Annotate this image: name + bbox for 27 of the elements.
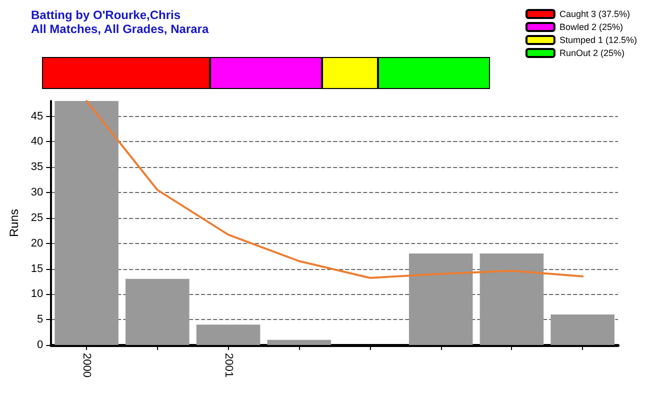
y-tick-label: 15 [30, 262, 44, 275]
bar [480, 254, 544, 345]
x-tick-label: 2000 [80, 353, 93, 378]
bar [550, 314, 614, 345]
legend-label: Bowled 2 (25%) [559, 22, 624, 32]
bar [54, 101, 118, 345]
line-series [86, 100, 584, 279]
y-axis-title: Runs [7, 208, 21, 238]
y-tick-label: 10 [30, 288, 44, 300]
bar [196, 324, 260, 345]
bar [126, 278, 190, 345]
legend-label: Caught 3 (37.5%) [559, 9, 630, 19]
chart-title: Batting by O'Rourke,Chris [31, 8, 181, 22]
chart-subtitle: All Matches, All Grades, Narara [31, 22, 209, 36]
legend-label: RunOut 2 (25%) [559, 48, 624, 58]
y-tick-label: 25 [30, 212, 44, 224]
y-tick-label: 5 [37, 314, 44, 326]
y-tick-label: 20 [30, 237, 44, 250]
y-tick-label: 45 [30, 110, 44, 122]
y-tick-label: 0 [37, 339, 44, 351]
bar [408, 254, 473, 345]
x-tick-label: 2001 [222, 353, 234, 378]
y-tick-label: 30 [30, 186, 44, 198]
legend-label: Stumped 1 (12.5%) [559, 35, 638, 45]
y-tick-label: 35 [30, 161, 44, 174]
y-tick-label: 40 [30, 136, 44, 148]
bar [267, 340, 332, 345]
